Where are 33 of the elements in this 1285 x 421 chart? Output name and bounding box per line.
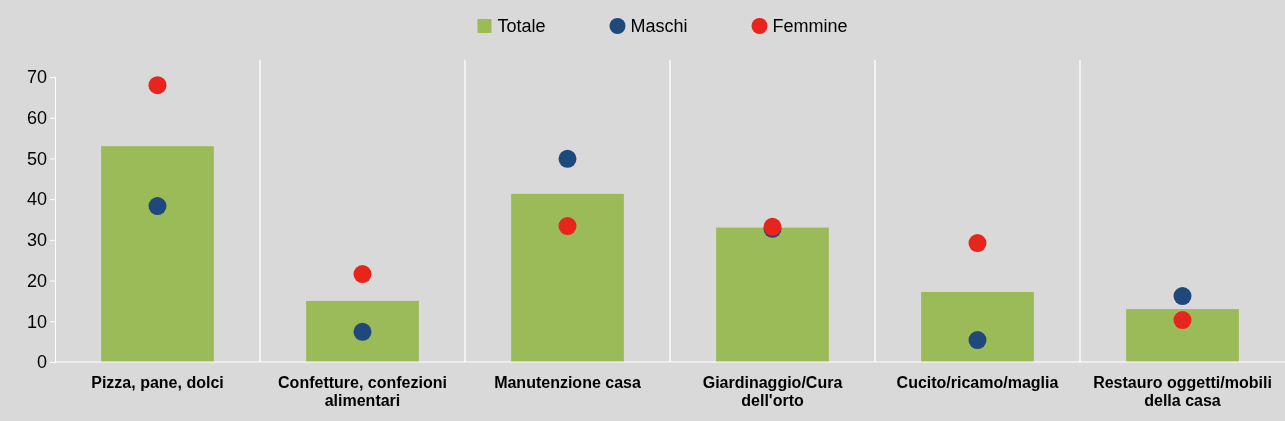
bar <box>1126 309 1239 362</box>
x-tick-label: Cucito/ricamo/maglia <box>896 374 1059 391</box>
y-tick-label: 70 <box>26 67 47 88</box>
point <box>148 197 167 216</box>
legend-label: Maschi <box>630 16 688 36</box>
y-tick-label: 40 <box>26 189 47 210</box>
y-tick-label: 50 <box>26 148 47 169</box>
bar <box>511 193 624 362</box>
point <box>353 322 372 341</box>
x-tick-label: Giardinaggio/Cura dell'orto <box>702 374 843 409</box>
point <box>148 76 167 95</box>
y-tick-label: 30 <box>26 230 47 251</box>
y-tick-label: 60 <box>26 107 47 128</box>
bar <box>306 300 419 362</box>
legend-label: Femmine <box>772 16 848 36</box>
point <box>353 265 372 284</box>
bar <box>101 146 214 362</box>
bar <box>716 227 829 362</box>
x-tick-label: Confetture, confezioni alimentari <box>278 374 447 409</box>
x-tick-label: Pizza, pane, dolci <box>91 374 224 391</box>
point <box>1173 287 1192 306</box>
point <box>1173 311 1192 330</box>
x-tick-label: Restauro oggetti/mobili della casa <box>1093 374 1272 409</box>
bar <box>921 291 1034 362</box>
point <box>968 234 987 253</box>
x-tick-label: Manutenzione casa <box>494 374 641 391</box>
point <box>558 149 577 168</box>
legend-label: Totale <box>497 16 546 36</box>
y-tick-label: 10 <box>26 311 47 332</box>
y-tick-label: 0 <box>36 352 47 373</box>
point <box>968 331 987 350</box>
point <box>558 217 577 236</box>
y-tick-label: 20 <box>26 270 47 291</box>
